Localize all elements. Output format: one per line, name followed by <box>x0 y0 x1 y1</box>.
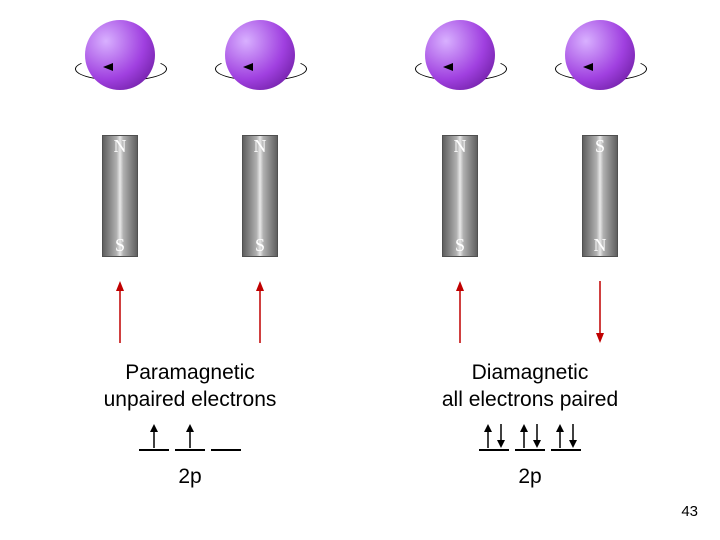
electron-sphere <box>555 15 645 105</box>
diamagnetic-group: N S S N Diamagnetic all electrons paired <box>390 10 670 489</box>
magnet-pole-bottom: S <box>103 235 137 256</box>
spin-arrows-row-left <box>50 277 330 347</box>
orbital-box <box>175 420 205 451</box>
orbit-arrow-icon <box>103 63 113 71</box>
page-number: 43 <box>681 503 698 520</box>
orbitals-row-left <box>50 420 330 451</box>
bar-magnet: N S <box>442 135 478 257</box>
electron-arrow-up-icon <box>185 424 195 448</box>
sphere <box>425 20 495 90</box>
bar-magnet: N S <box>242 135 278 257</box>
magnet-pole-top: S <box>583 136 617 157</box>
electron-arrow-up-icon <box>519 424 529 448</box>
spin-arrows-row-right <box>390 277 670 347</box>
subshell-label: 2p <box>50 465 330 489</box>
spin-arrow-up-icon <box>103 277 137 347</box>
orbital-box <box>139 420 169 451</box>
magnet-pole-bottom: N <box>583 235 617 256</box>
magnetism-subtitle: all electrons paired <box>390 386 670 413</box>
orbit-arrow-icon <box>583 63 593 71</box>
bar-magnet: N S <box>102 135 138 257</box>
sphere <box>85 20 155 90</box>
electron-sphere <box>215 15 305 105</box>
magnet-pole-bottom: S <box>243 235 277 256</box>
magnet-pole-top: N <box>443 136 477 157</box>
magnetism-subtitle: unpaired electrons <box>50 386 330 413</box>
subshell-label: 2p <box>390 465 670 489</box>
labels-left: Paramagnetic unpaired electrons <box>50 359 330 414</box>
paramagnetic-group: N S N S Paramagnetic unpaired electrons <box>50 10 330 489</box>
orbital-box <box>515 420 545 451</box>
spin-arrow-up-icon <box>243 277 277 347</box>
magnetism-title: Diamagnetic <box>390 359 670 386</box>
bar-magnet: S N <box>582 135 618 257</box>
orbitals-row-right <box>390 420 670 451</box>
sphere <box>565 20 635 90</box>
electron-sphere <box>75 15 165 105</box>
labels-right: Diamagnetic all electrons paired <box>390 359 670 414</box>
electron-arrow-up-icon <box>555 424 565 448</box>
orbital-box <box>551 420 581 451</box>
electron-arrow-up-icon <box>483 424 493 448</box>
magnets-row-left: N S N S <box>50 135 330 265</box>
slide: N S N S Paramagnetic unpaired electrons <box>0 0 720 540</box>
orbital-box <box>479 420 509 451</box>
orbit-arrow-icon <box>243 63 253 71</box>
electron-arrow-up-icon <box>149 424 159 448</box>
magnet-pole-top: N <box>103 136 137 157</box>
electron-arrow-down-icon <box>532 424 542 448</box>
sphere <box>225 20 295 90</box>
magnetism-title: Paramagnetic <box>50 359 330 386</box>
spheres-row-left <box>50 10 330 110</box>
spheres-row-right <box>390 10 670 110</box>
electron-sphere <box>415 15 505 105</box>
magnet-pole-bottom: S <box>443 235 477 256</box>
magnet-pole-top: N <box>243 136 277 157</box>
orbit-arrow-icon <box>443 63 453 71</box>
electron-arrow-down-icon <box>496 424 506 448</box>
orbital-box <box>211 420 241 451</box>
spin-arrow-down-icon <box>583 277 617 347</box>
electron-arrow-down-icon <box>568 424 578 448</box>
magnets-row-right: N S S N <box>390 135 670 265</box>
spin-arrow-up-icon <box>443 277 477 347</box>
